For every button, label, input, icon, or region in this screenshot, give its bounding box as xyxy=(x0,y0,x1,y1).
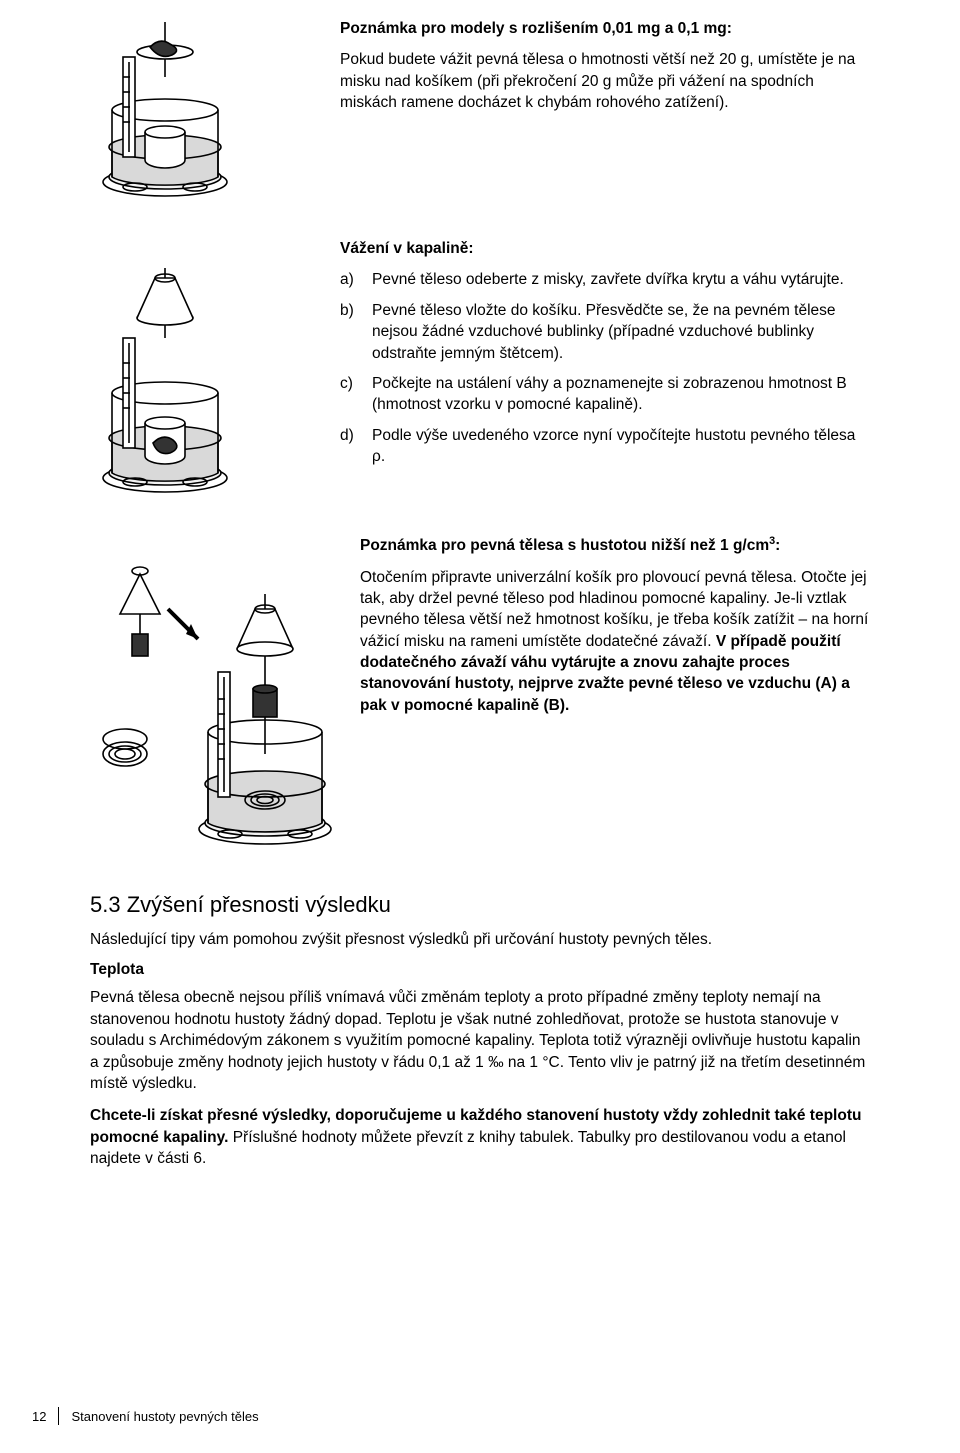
section3-heading-pre: Poznámka pro pevná tělesa s hustotou niž… xyxy=(360,537,769,554)
list-item: d)Podle výše uvedeného vzorce nyní vypoč… xyxy=(340,425,870,468)
section5-intro: Následující tipy vám pomohou zvýšit přes… xyxy=(90,929,870,950)
list-text: Pevné těleso odeberte z misky, zavřete d… xyxy=(372,269,870,290)
section-weighing-in-liquid: Vážení v kapalině: a)Pevné těleso odeber… xyxy=(90,238,870,498)
list-item: b)Pevné těleso vložte do košíku. Přesvěd… xyxy=(340,300,870,364)
page-footer: 12 Stanovení hustoty pevných těles xyxy=(32,1407,259,1425)
section2-text: Vážení v kapalině: a)Pevné těleso odeber… xyxy=(340,238,870,476)
list-text: Pevné těleso vložte do košíku. Přesvědčt… xyxy=(372,300,870,364)
list-text: Počkejte na ustálení váhy a poznamenejte… xyxy=(372,373,870,416)
section5-sub2: Chcete-li získat přesné výsledky, doporu… xyxy=(90,1105,870,1169)
section1-text: Poznámka pro modely s rozlišením 0,01 mg… xyxy=(340,18,870,124)
section3-heading: Poznámka pro pevná tělesa s hustotou niž… xyxy=(360,534,870,557)
section2-list: a)Pevné těleso odeberte z misky, zavřete… xyxy=(340,269,870,467)
section1-heading: Poznámka pro modely s rozlišením 0,01 mg… xyxy=(340,18,870,39)
list-marker: a) xyxy=(340,269,372,290)
footer-title: Stanovení hustoty pevných těles xyxy=(71,1409,258,1424)
section3-heading-post: : xyxy=(775,537,780,554)
list-marker: c) xyxy=(340,373,372,416)
section-note-resolution: Poznámka pro modely s rozlišením 0,01 mg… xyxy=(90,18,870,202)
section-accuracy: 5.3 Zvýšení přesnosti výsledku Následují… xyxy=(90,892,870,1169)
section5-sub1-body: Pevná tělesa obecně nejsou příliš vnímav… xyxy=(90,987,870,1094)
section3-text: Poznámka pro pevná tělesa s hustotou niž… xyxy=(360,534,870,726)
section3-body: Otočením připravte univerzální košík pro… xyxy=(360,567,870,717)
illustration-3 xyxy=(90,534,360,854)
list-item: a)Pevné těleso odeberte z misky, zavřete… xyxy=(340,269,870,290)
section1-body: Pokud budete vážit pevná tělesa o hmotno… xyxy=(340,49,870,113)
section5-sub1-heading: Teplota xyxy=(90,961,870,979)
page-number: 12 xyxy=(32,1409,46,1424)
illustration-2 xyxy=(90,238,340,498)
list-marker: b) xyxy=(340,300,372,364)
list-marker: d) xyxy=(340,425,372,468)
list-text: Podle výše uvedeného vzorce nyní vypočít… xyxy=(372,425,870,468)
illustration-1 xyxy=(90,18,340,202)
list-item: c)Počkejte na ustálení váhy a poznamenej… xyxy=(340,373,870,416)
footer-separator xyxy=(58,1407,59,1425)
section-note-low-density: Poznámka pro pevná tělesa s hustotou niž… xyxy=(90,534,870,854)
section5-heading: 5.3 Zvýšení přesnosti výsledku xyxy=(90,892,870,918)
section2-heading: Vážení v kapalině: xyxy=(340,238,870,259)
